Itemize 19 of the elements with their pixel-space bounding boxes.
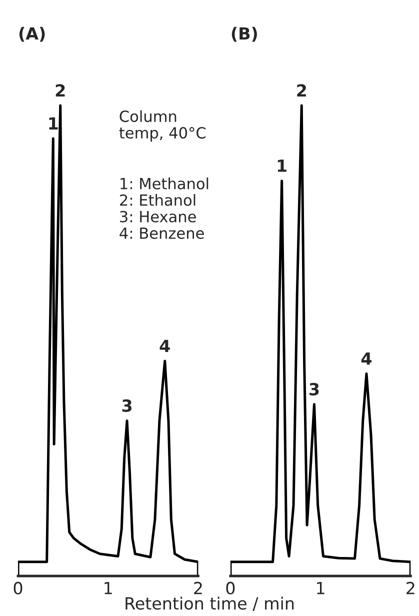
annotation: 4 [160, 340, 170, 352]
x-tick-label: 0 [14, 582, 22, 594]
annotation: 1 [278, 160, 286, 172]
annotation: 2 [56, 84, 65, 97]
annotation: 3 [310, 382, 319, 396]
x-tick-label: 2 [406, 582, 414, 594]
annotation: 1 [49, 117, 58, 130]
annotation: 1: Methanol 2: Ethanol 3: Hexane 4: Benzene [120, 178, 208, 239]
x-axis-title: Retention time / min [126, 596, 294, 611]
annotation: 4 [361, 352, 372, 365]
annotation: 3 [122, 399, 132, 412]
chart-title: (A) [19, 26, 45, 42]
x-tick-label: 2 [194, 582, 202, 594]
x-tick-label: 1 [317, 582, 324, 594]
annotation: Column temp, 40°C [119, 110, 206, 142]
x-tick-label: 1 [104, 582, 112, 594]
x-tick-label: 0 [226, 582, 235, 594]
annotation: 2 [297, 84, 306, 97]
chart-title: (B) [232, 26, 257, 42]
